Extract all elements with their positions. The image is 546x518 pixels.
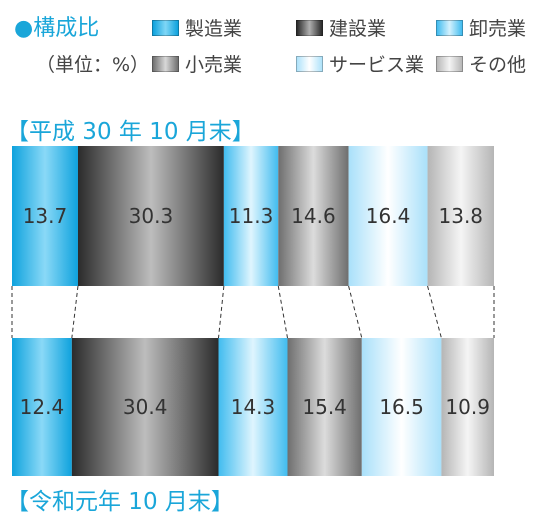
legend-item-manufacturing: 製造業 (152, 14, 242, 41)
data-label-row1-series5: 16.4 (366, 204, 411, 228)
bar-segment-row2-series5 (361, 338, 442, 476)
legend-label-construction: 建設業 (329, 18, 387, 40)
data-label-row2-series2: 30.4 (123, 395, 168, 419)
connector-line-2 (71, 285, 79, 339)
connector-line-5 (348, 285, 363, 339)
data-label-row2-series5: 16.5 (379, 395, 424, 419)
data-label-row2-series1: 12.4 (20, 395, 65, 419)
data-label-row1-series3: 11.3 (229, 204, 274, 228)
legend-item-construction: 建設業 (296, 14, 386, 41)
data-label-row1-series6: 13.8 (439, 204, 484, 228)
data-label-row1-series4: 14.6 (291, 204, 336, 228)
connector-line-4 (277, 285, 288, 339)
connector-line-6 (427, 285, 442, 339)
legend-item-wholesale: 卸売業 (436, 14, 526, 41)
connector-line-3 (218, 285, 225, 339)
legend-label-manufacturing: 製造業 (185, 18, 243, 40)
bar-segment-row2-series6 (441, 338, 494, 476)
bar-segment-row2-series3 (218, 338, 288, 476)
bar-segment-row1-series6 (427, 146, 494, 286)
bar-segment-row1-series1 (12, 146, 78, 286)
bar-segment-row1-series2 (77, 146, 224, 286)
legend-swatch-manufacturing (152, 19, 179, 36)
period-label-h30: 【平成 30 年 10 月末】 (6, 119, 255, 145)
legend-swatch-wholesale (436, 19, 463, 36)
legend-item-other: その他 (436, 50, 526, 77)
bar-segment-row2-series1 (12, 338, 72, 476)
bar-segment-row1-series4 (278, 146, 349, 286)
bar-segment-row2-series4 (287, 338, 362, 476)
chart-title: ●構成比 (14, 16, 100, 41)
data-label-row1-series2: 30.3 (129, 204, 174, 228)
legend-swatch-other (436, 55, 463, 72)
legend-item-services: サービス業 (296, 50, 424, 77)
period-label-r1: 【令和元年 10 月末】 (6, 489, 234, 515)
data-label-row1-series1: 13.7 (23, 204, 68, 228)
bar-segment-row1-series5 (348, 146, 428, 286)
bar-segment-row1-series3 (223, 146, 279, 286)
data-label-row2-series3: 14.3 (231, 395, 276, 419)
data-label-row2-series6: 10.9 (445, 395, 490, 419)
unit-label: （単位：%） (36, 54, 150, 76)
legend-label-wholesale: 卸売業 (469, 18, 527, 40)
legend-swatch-retail (152, 55, 179, 72)
legend-label-other: その他 (469, 54, 527, 76)
data-label-row2-series4: 15.4 (302, 395, 347, 419)
legend-label-services: サービス業 (329, 54, 425, 76)
legend-swatch-construction (296, 19, 323, 36)
legend-item-retail: 小売業 (152, 50, 242, 77)
bar-segment-row2-series2 (71, 338, 219, 476)
legend-label-retail: 小売業 (185, 54, 243, 76)
legend-swatch-services (296, 55, 323, 72)
